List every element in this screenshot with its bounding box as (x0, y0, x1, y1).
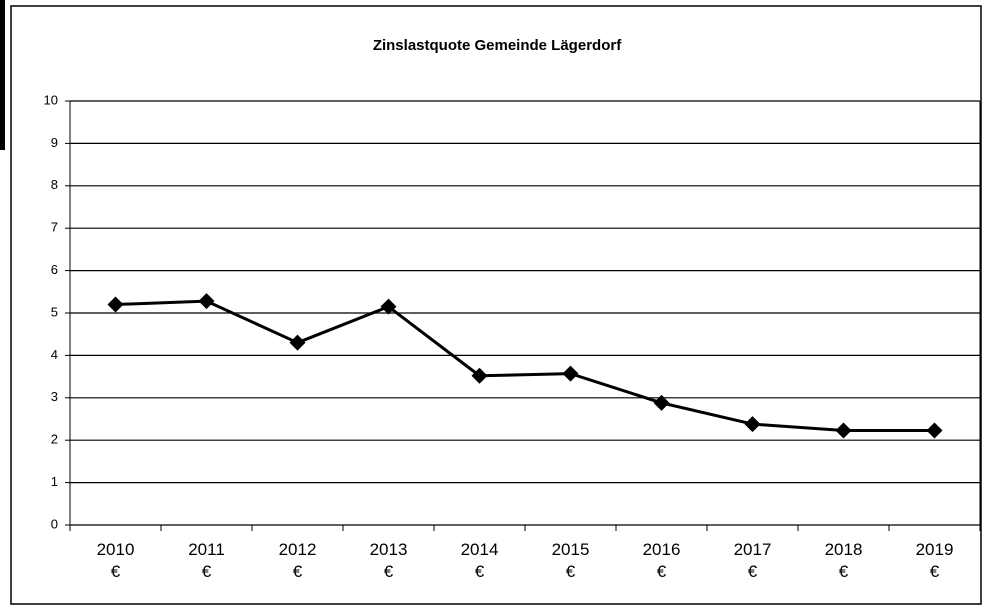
x-tick-label-line: 2015 (552, 540, 590, 559)
x-tick-label: 2015 € (552, 540, 590, 581)
marker (289, 334, 306, 351)
x-tick-label-line: € (475, 562, 485, 581)
marker (744, 416, 761, 433)
x-tick-label-line: € (566, 562, 576, 581)
x-tick-label-line: € (293, 562, 303, 581)
y-tick-label: 7 (51, 220, 58, 235)
y-tick-label: 10 (44, 92, 58, 107)
x-tick-label: 2019 € (916, 540, 954, 581)
x-tick-label-line: 2018 (825, 540, 863, 559)
chart-frame (10, 5, 982, 605)
x-tick-label-line: 2016 (643, 540, 681, 559)
line (115, 299, 935, 432)
x-tick-label-line: € (748, 562, 758, 581)
x-tick-label: 2012 € (279, 540, 317, 581)
y-tick-label: 5 (51, 304, 58, 319)
x-tick-label-line: 2017 (734, 540, 772, 559)
x-tick-label-line: € (839, 562, 849, 581)
x-tick-label-line: 2014 (461, 540, 499, 559)
x-tick-label-line: 2011 (188, 540, 225, 559)
y-tick-label: 3 (51, 389, 58, 404)
chart-title: Zinslastquote Gemeinde Lägerdorf (373, 37, 622, 54)
marker (562, 365, 579, 382)
y-tick-label: 4 (51, 347, 58, 362)
y-tick-label: 6 (51, 262, 58, 277)
y-tick-label: 8 (51, 177, 58, 192)
y-tick-label: 0 (51, 516, 58, 531)
marker (653, 394, 670, 411)
x-tick-label: 2017 € (734, 540, 772, 581)
x-tick-label: 2018 € (825, 540, 863, 581)
marker (471, 367, 488, 384)
marker (107, 296, 124, 313)
x-tick-label-line: 2013 (370, 540, 408, 559)
x-tick-label-line: 2019 (916, 540, 954, 559)
x-tick-label: 2013 € (370, 540, 408, 581)
x-tick-label-line: 2012 (279, 540, 317, 559)
y-tick-label: 9 (51, 135, 58, 150)
marker (835, 422, 852, 439)
x-tick-label: 2014 € (461, 540, 499, 581)
y-tick-label: 2 (51, 432, 58, 447)
y-tick-label: 1 (51, 474, 58, 489)
x-tick-label: 2010 € (97, 540, 135, 581)
marker (380, 298, 397, 315)
x-tick-label-line: 2010 (97, 540, 135, 559)
x-tick-label-line: € (111, 562, 121, 581)
marker (198, 293, 215, 310)
x-tick-label-line: € (202, 562, 212, 581)
x-tick-label: 2011 € (188, 540, 225, 581)
x-tick-label-line: € (657, 562, 667, 581)
marker (926, 422, 943, 439)
x-tick-label-line: € (384, 562, 394, 581)
x-tick-label-line: € (930, 562, 940, 581)
x-tick-label: 2016 € (643, 540, 681, 581)
edge-bar (0, 0, 5, 150)
